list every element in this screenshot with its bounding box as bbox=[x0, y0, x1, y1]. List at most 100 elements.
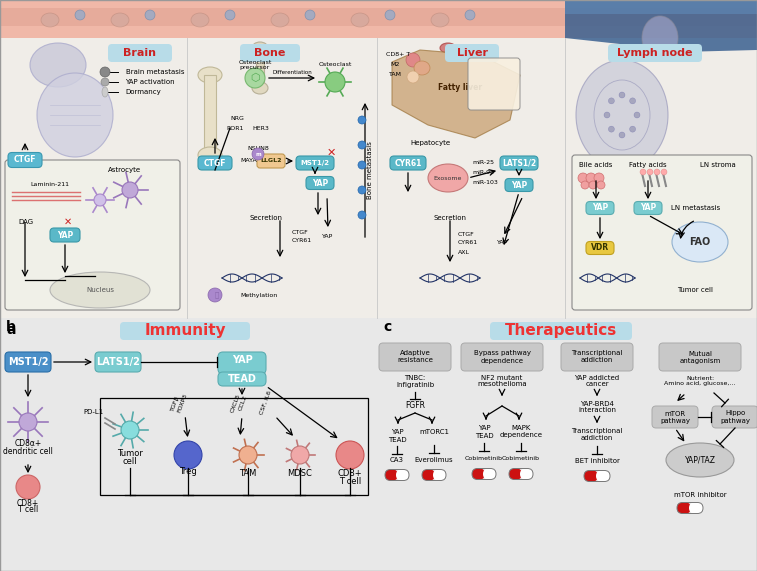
Ellipse shape bbox=[634, 112, 640, 118]
Ellipse shape bbox=[198, 147, 222, 163]
Text: HER3: HER3 bbox=[252, 126, 269, 131]
FancyBboxPatch shape bbox=[586, 242, 614, 255]
Text: CYR61: CYR61 bbox=[458, 240, 478, 246]
Text: CSF, IL6: CSF, IL6 bbox=[260, 391, 273, 416]
Text: T cell: T cell bbox=[339, 477, 361, 486]
FancyBboxPatch shape bbox=[712, 406, 757, 428]
Ellipse shape bbox=[351, 13, 369, 27]
Ellipse shape bbox=[145, 10, 155, 20]
Text: Methylation: Methylation bbox=[240, 292, 277, 297]
Ellipse shape bbox=[16, 475, 40, 499]
Ellipse shape bbox=[239, 446, 257, 464]
Text: CD8+ T: CD8+ T bbox=[386, 53, 410, 58]
FancyBboxPatch shape bbox=[677, 502, 691, 513]
FancyBboxPatch shape bbox=[634, 202, 662, 215]
Ellipse shape bbox=[647, 169, 653, 175]
Text: Brain: Brain bbox=[123, 48, 157, 58]
Ellipse shape bbox=[597, 181, 605, 189]
Text: Brain metastasis: Brain metastasis bbox=[126, 69, 184, 75]
Ellipse shape bbox=[630, 126, 636, 132]
Ellipse shape bbox=[609, 98, 615, 104]
Text: Hippo
pathway: Hippo pathway bbox=[720, 411, 750, 424]
Text: YAP: YAP bbox=[511, 180, 527, 190]
Text: m: m bbox=[255, 151, 261, 156]
Text: ✕: ✕ bbox=[64, 217, 72, 227]
Text: Tumor: Tumor bbox=[117, 448, 143, 457]
Text: YAP
TEAD: YAP TEAD bbox=[388, 429, 407, 443]
Ellipse shape bbox=[191, 13, 209, 27]
Text: MAYA: MAYA bbox=[240, 158, 257, 163]
Text: YAP-BRD4
interaction: YAP-BRD4 interaction bbox=[578, 400, 616, 413]
Text: Fatty liver: Fatty liver bbox=[438, 83, 482, 93]
Ellipse shape bbox=[609, 126, 615, 132]
Text: b: b bbox=[6, 320, 16, 334]
Text: CCL2: CCL2 bbox=[238, 395, 248, 412]
Ellipse shape bbox=[642, 16, 678, 60]
FancyBboxPatch shape bbox=[240, 44, 300, 62]
Text: MST1/2: MST1/2 bbox=[8, 357, 48, 367]
Ellipse shape bbox=[576, 60, 668, 170]
Text: ✕: ✕ bbox=[326, 148, 335, 158]
Text: M2: M2 bbox=[391, 62, 400, 67]
Ellipse shape bbox=[358, 186, 366, 194]
FancyBboxPatch shape bbox=[5, 160, 180, 310]
Bar bbox=[0, 0, 757, 38]
FancyBboxPatch shape bbox=[461, 343, 543, 371]
Ellipse shape bbox=[94, 194, 106, 206]
Text: Treg: Treg bbox=[179, 468, 197, 477]
Text: TGFβ: TGFβ bbox=[170, 395, 180, 412]
Text: Mutual
antagonism: Mutual antagonism bbox=[679, 351, 721, 364]
Text: CYR61: CYR61 bbox=[394, 159, 422, 167]
Polygon shape bbox=[565, 0, 757, 14]
Text: YAP: YAP bbox=[57, 231, 73, 239]
Text: Fatty acids: Fatty acids bbox=[629, 162, 667, 168]
Ellipse shape bbox=[174, 441, 202, 469]
Text: LLGL2: LLGL2 bbox=[260, 159, 282, 163]
FancyBboxPatch shape bbox=[500, 156, 538, 170]
Text: Exosome: Exosome bbox=[434, 175, 463, 180]
Text: Ⓜ: Ⓜ bbox=[215, 292, 219, 298]
Ellipse shape bbox=[666, 443, 734, 477]
Text: miR-25: miR-25 bbox=[472, 159, 494, 164]
Text: MST1/2: MST1/2 bbox=[301, 160, 329, 166]
Text: Bone: Bone bbox=[254, 48, 285, 58]
Text: DAG: DAG bbox=[18, 219, 33, 225]
Ellipse shape bbox=[122, 182, 138, 198]
Text: LN metastasis: LN metastasis bbox=[671, 205, 721, 211]
Ellipse shape bbox=[75, 10, 85, 20]
Text: Laminin-211: Laminin-211 bbox=[30, 183, 69, 187]
Text: YAP: YAP bbox=[592, 203, 608, 212]
Text: Liver: Liver bbox=[456, 48, 488, 58]
Text: YAP/TAZ: YAP/TAZ bbox=[684, 456, 715, 464]
Ellipse shape bbox=[225, 10, 235, 20]
Ellipse shape bbox=[19, 413, 37, 431]
Text: YAP activation: YAP activation bbox=[125, 79, 175, 85]
Bar bbox=[377, 318, 757, 571]
Ellipse shape bbox=[604, 112, 610, 118]
Ellipse shape bbox=[100, 67, 110, 77]
Text: Secretion: Secretion bbox=[433, 215, 466, 221]
Ellipse shape bbox=[111, 13, 129, 27]
Ellipse shape bbox=[325, 72, 345, 92]
FancyBboxPatch shape bbox=[490, 322, 632, 340]
Text: CYR61: CYR61 bbox=[292, 239, 312, 243]
Text: Everolimus: Everolimus bbox=[415, 457, 453, 463]
Text: NSUN8: NSUN8 bbox=[247, 146, 269, 151]
Text: Adaptive
resistance: Adaptive resistance bbox=[397, 351, 433, 364]
Ellipse shape bbox=[358, 211, 366, 219]
Text: CA3: CA3 bbox=[390, 457, 404, 463]
Ellipse shape bbox=[305, 10, 315, 20]
FancyBboxPatch shape bbox=[218, 372, 266, 386]
Text: Dormancy: Dormancy bbox=[125, 89, 161, 95]
Text: Cobimetinib: Cobimetinib bbox=[502, 456, 540, 461]
FancyBboxPatch shape bbox=[659, 343, 741, 371]
Ellipse shape bbox=[619, 92, 625, 98]
Ellipse shape bbox=[101, 78, 109, 86]
Text: CD8+: CD8+ bbox=[17, 498, 39, 508]
Ellipse shape bbox=[661, 169, 667, 175]
FancyBboxPatch shape bbox=[652, 406, 698, 428]
FancyBboxPatch shape bbox=[8, 152, 42, 167]
FancyBboxPatch shape bbox=[505, 179, 533, 191]
Ellipse shape bbox=[252, 82, 268, 94]
Text: YAP: YAP bbox=[497, 240, 509, 246]
